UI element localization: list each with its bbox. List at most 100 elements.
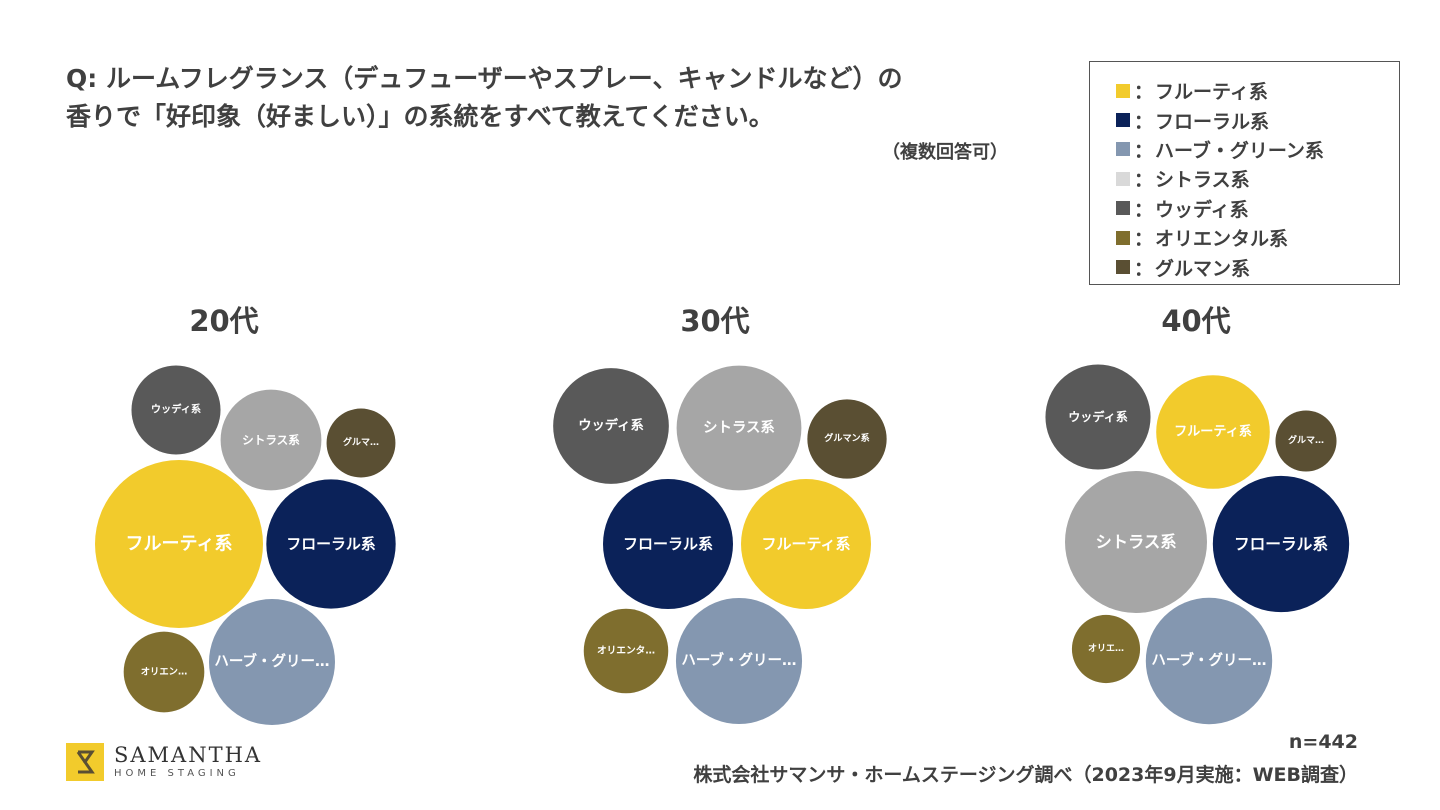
bubble-herbal: ハーブ・グリー… <box>209 599 335 725</box>
bubble-label: オリエン… <box>141 667 188 678</box>
question-line-1: Q: ルームフレグランス（デュフューザーやスプレー、キャンドルなど）の <box>66 64 903 93</box>
bubble-label: フローラル系 <box>286 535 375 553</box>
survey-question: Q: ルームフレグランス（デュフューザーやスプレー、キャンドルなど）の 香りで「… <box>66 60 1026 136</box>
bubble-label: オリエ… <box>1088 643 1124 654</box>
bubble-gourmand: グルマ… <box>326 408 396 478</box>
bubble-woody: ウッディ系 <box>1045 364 1151 470</box>
bubble-circle <box>123 631 205 713</box>
legend-separator: ： <box>1134 198 1154 221</box>
legend-label: グルマン系 <box>1155 257 1251 280</box>
legend-swatch <box>1116 260 1130 275</box>
legend-separator: ： <box>1134 169 1154 192</box>
legend-item-gourmand: ：グルマン系 <box>1116 252 1399 281</box>
legend-swatch <box>1116 171 1130 186</box>
legend-label: オリエンタル系 <box>1155 228 1289 251</box>
legend-label: ウッディ系 <box>1155 198 1249 221</box>
legend-label: シトラス系 <box>1155 169 1250 192</box>
bubble-label: ウッディ系 <box>1068 409 1128 424</box>
legend-swatch <box>1116 142 1130 157</box>
bubble-floral: フローラル系 <box>603 479 733 609</box>
bubble-citrus: シトラス系 <box>676 365 802 491</box>
sample-size: n=442 <box>1288 731 1358 753</box>
bubble-label: ハーブ・グリー… <box>1151 651 1266 669</box>
legend-separator: ： <box>1134 257 1154 280</box>
bubble-circle <box>131 365 221 455</box>
bubble-circle <box>326 408 396 478</box>
bubble-oriental: オリエ… <box>1071 614 1141 684</box>
bubble-circle <box>1065 471 1207 613</box>
legend-separator: ： <box>1134 110 1154 133</box>
bubble-circle <box>95 460 263 628</box>
legend-item-citrus: ：シトラス系 <box>1116 164 1399 193</box>
legend-item-floral: ：フローラル系 <box>1116 105 1399 134</box>
source-credit: 株式会社サマンサ・ホームステージング調べ（2023年9月実施：WEB調査） <box>693 764 1358 786</box>
bubble-floral: フローラル系 <box>266 479 396 609</box>
age-group-title: 30代 <box>680 304 750 338</box>
bubble-circle <box>1212 475 1350 613</box>
bubble-gourmand: グルマ… <box>1275 410 1337 472</box>
multiple-answer-note: （複数回答可） <box>882 142 1008 163</box>
bubble-label: グルマ… <box>343 436 379 448</box>
bubble-label: グルマン系 <box>824 432 869 444</box>
bubble-circle <box>209 599 335 725</box>
bubble-circle <box>266 479 396 609</box>
legend: ：フルーティ系：フローラル系：ハーブ・グリーン系：シトラス系：ウッディ系：オリエ… <box>1089 61 1400 285</box>
logo-subtitle: HOME STAGING <box>114 768 240 779</box>
bubble-label: シトラス系 <box>1095 533 1176 552</box>
bubble-circle <box>1071 614 1141 684</box>
legend-label: フルーティ系 <box>1155 81 1268 104</box>
bubble-circle <box>1145 597 1273 725</box>
bubble-label: オリエンタ… <box>597 645 655 657</box>
legend-item-woody: ：ウッディ系 <box>1116 194 1399 223</box>
bubble-label: フルーティ系 <box>1174 423 1252 440</box>
bubble-label: ウッディ系 <box>151 403 201 416</box>
bubble-circle <box>1156 375 1270 489</box>
legend-swatch <box>1116 83 1130 98</box>
company-logo: SAMANTHA HOME STAGING <box>66 743 262 781</box>
question-line-2: 香りで「好印象（好ましい）」の系統をすべて教えてください。 <box>66 102 774 131</box>
bubble-fruity: フルーティ系 <box>1156 375 1270 489</box>
bubble-circle <box>583 608 669 694</box>
bubble-label: ハーブ・グリー… <box>214 652 329 670</box>
logo-name: SAMANTHA <box>114 743 263 767</box>
bubble-label: ウッディ系 <box>578 417 644 434</box>
bubble-herbal: ハーブ・グリー… <box>1145 597 1273 725</box>
bubble-woody: ウッディ系 <box>553 368 669 484</box>
bubble-circle <box>603 479 733 609</box>
legend-separator: ： <box>1134 81 1154 104</box>
bubble-label: ハーブ・グリー… <box>681 651 796 669</box>
legend-label: ハーブ・グリーン系 <box>1155 139 1324 162</box>
legend-item-fruity: ：フルーティ系 <box>1116 76 1399 105</box>
bubble-fruity: フルーティ系 <box>741 479 871 609</box>
bubble-circle <box>1275 410 1337 472</box>
bubble-woody: ウッディ系 <box>131 365 221 455</box>
legend-item-oriental: ：オリエンタル系 <box>1116 223 1399 252</box>
legend-swatch <box>1116 230 1130 245</box>
bubble-circle <box>807 399 887 479</box>
bubble-label: グルマ… <box>1288 434 1324 446</box>
bubble-circle <box>675 597 803 725</box>
samantha-logo-icon <box>66 743 104 781</box>
legend-separator: ： <box>1134 139 1154 162</box>
bubble-label: シトラス系 <box>703 419 775 436</box>
bubble-fruity: フルーティ系 <box>95 460 263 628</box>
bubble-label: フローラル系 <box>623 535 713 553</box>
legend-swatch <box>1116 113 1130 128</box>
bubble-circle <box>676 365 802 491</box>
bubble-citrus: シトラス系 <box>1065 471 1207 613</box>
bubble-label: フルーティ系 <box>761 535 850 553</box>
bubble-circle <box>553 368 669 484</box>
age-group-title: 20代 <box>189 304 259 338</box>
bubble-floral: フローラル系 <box>1212 475 1350 613</box>
legend-separator: ： <box>1134 228 1154 251</box>
bubble-herbal: ハーブ・グリー… <box>675 597 803 725</box>
legend-swatch <box>1116 201 1130 216</box>
bubble-label: フルーティ系 <box>126 534 233 555</box>
legend-item-herbal: ：ハーブ・グリーン系 <box>1116 135 1399 164</box>
bubble-circle <box>741 479 871 609</box>
bubble-citrus: シトラス系 <box>220 389 322 491</box>
bubble-oriental: オリエン… <box>123 631 205 713</box>
legend-label: フローラル系 <box>1155 110 1270 133</box>
bubble-label: シトラス系 <box>242 433 300 447</box>
